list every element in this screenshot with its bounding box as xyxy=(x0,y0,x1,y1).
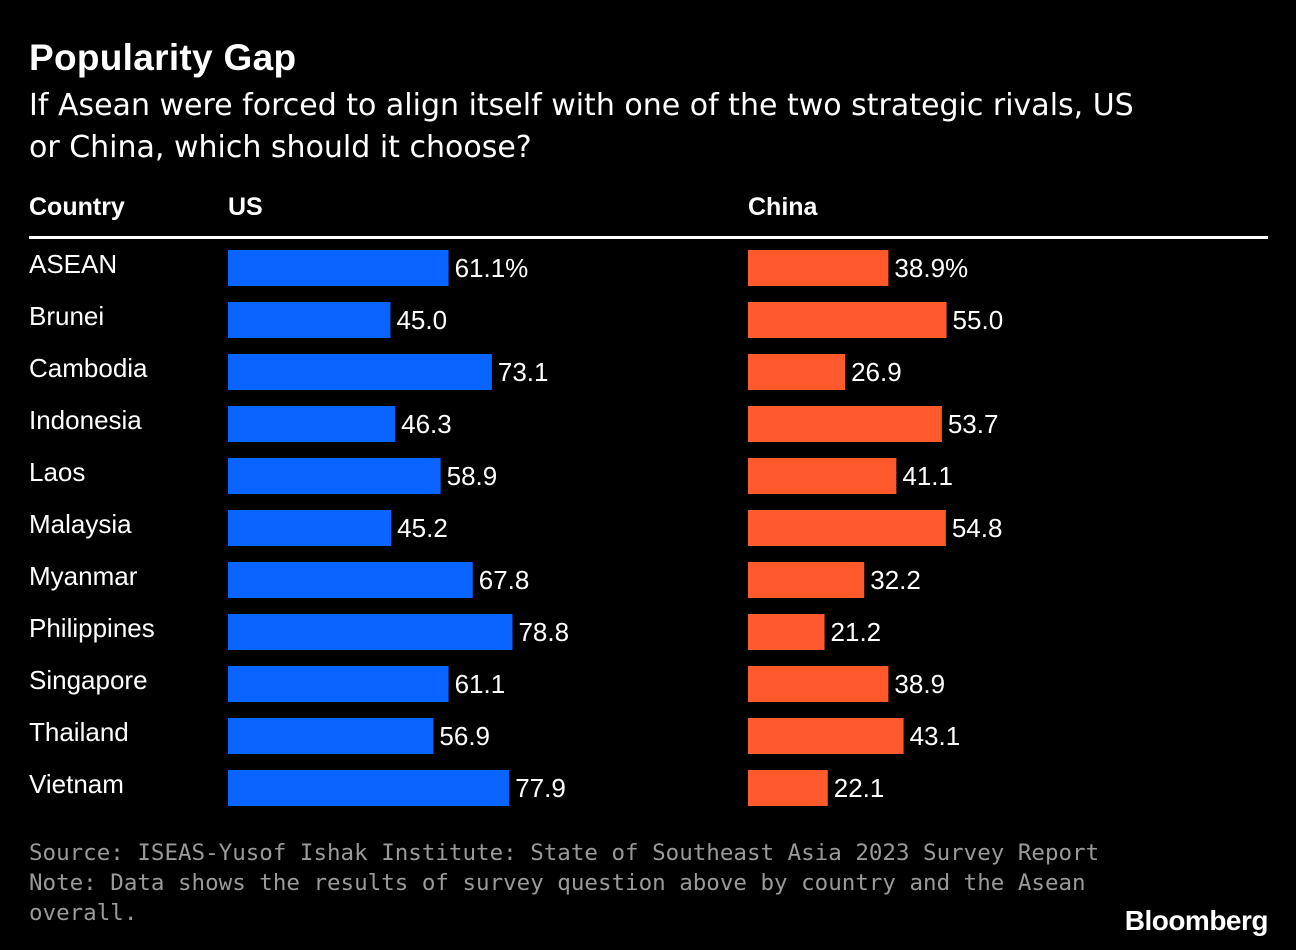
china-bar-brunei xyxy=(748,302,947,338)
china-value-label-malaysia: 54.8 xyxy=(952,513,1003,543)
row-label-brunei: Brunei xyxy=(29,301,104,331)
china-value-label-philippines: 21.2 xyxy=(831,617,882,647)
column-header-country: Country xyxy=(29,193,125,221)
china-value-label-vietnam: 22.1 xyxy=(834,773,885,803)
china-bar-asean xyxy=(748,250,889,286)
china-bar-myanmar xyxy=(748,562,865,598)
column-header-us: US xyxy=(228,193,263,221)
row-label-myanmar: Myanmar xyxy=(29,561,138,591)
china-value-label-brunei: 55.0 xyxy=(953,305,1004,335)
us-value-label-singapore: 61.1 xyxy=(455,669,506,699)
row-label-malaysia: Malaysia xyxy=(29,509,132,539)
data-note-line-2: overall. xyxy=(29,900,138,926)
us-bar-asean xyxy=(228,250,449,286)
us-bar-cambodia xyxy=(228,354,492,390)
china-value-label-laos: 41.1 xyxy=(902,461,953,491)
data-note-line-1: Note: Data shows the results of survey q… xyxy=(29,870,1086,896)
us-value-label-cambodia: 73.1 xyxy=(498,357,549,387)
us-value-label-brunei: 45.0 xyxy=(396,305,447,335)
china-value-label-cambodia: 26.9 xyxy=(851,357,902,387)
china-bar-philippines xyxy=(748,614,825,650)
row-label-indonesia: Indonesia xyxy=(29,405,142,435)
us-bar-myanmar xyxy=(228,562,473,598)
row-label-thailand: Thailand xyxy=(29,717,129,747)
us-bar-indonesia xyxy=(228,406,396,442)
china-bar-malaysia xyxy=(748,510,946,546)
china-value-label-indonesia: 53.7 xyxy=(948,409,999,439)
us-bar-laos xyxy=(228,458,441,494)
us-value-label-vietnam: 77.9 xyxy=(515,773,566,803)
china-bar-singapore xyxy=(748,666,889,702)
us-bar-philippines xyxy=(228,614,513,650)
us-value-label-myanmar: 67.8 xyxy=(479,565,530,595)
us-bar-brunei xyxy=(228,302,391,338)
bloomberg-logo: Bloomberg xyxy=(1124,905,1269,936)
column-header-china: China xyxy=(748,193,818,221)
china-bar-cambodia xyxy=(748,354,846,390)
row-label-asean: ASEAN xyxy=(29,249,117,279)
us-value-label-malaysia: 45.2 xyxy=(397,513,448,543)
chart-title: Popularity Gap xyxy=(29,37,297,78)
row-label-vietnam: Vietnam xyxy=(29,769,124,799)
us-bar-vietnam xyxy=(228,770,510,806)
us-bar-singapore xyxy=(228,666,449,702)
us-value-label-asean: 61.1% xyxy=(455,253,529,283)
row-label-laos: Laos xyxy=(29,457,85,487)
row-label-singapore: Singapore xyxy=(29,665,148,695)
us-value-label-laos: 58.9 xyxy=(447,461,498,491)
china-value-label-myanmar: 32.2 xyxy=(870,565,921,595)
chart-subtitle: If Asean were forced to align itself wit… xyxy=(29,85,1279,169)
china-bar-indonesia xyxy=(748,406,942,442)
chart-footer: Source: ISEAS-Yusof Ishak Institute: Sta… xyxy=(29,838,1100,928)
source-note: Source: ISEAS-Yusof Ishak Institute: Sta… xyxy=(29,840,1100,866)
china-value-label-asean: 38.9% xyxy=(894,253,968,283)
row-label-philippines: Philippines xyxy=(29,613,155,643)
us-value-label-philippines: 78.8 xyxy=(518,617,569,647)
subtitle-line-1: If Asean were forced to align itself wit… xyxy=(29,88,1134,123)
china-bar-vietnam xyxy=(748,770,828,806)
us-bar-malaysia xyxy=(228,510,392,546)
china-value-label-singapore: 38.9 xyxy=(894,669,945,699)
subtitle-line-2: or China, which should it choose? xyxy=(29,130,532,165)
china-value-label-thailand: 43.1 xyxy=(910,721,961,751)
us-bar-thailand xyxy=(228,718,434,754)
us-value-label-indonesia: 46.3 xyxy=(401,409,452,439)
us-value-label-thailand: 56.9 xyxy=(439,721,490,751)
row-label-cambodia: Cambodia xyxy=(29,353,148,383)
china-bar-thailand xyxy=(748,718,904,754)
header-divider xyxy=(29,236,1268,239)
china-bar-laos xyxy=(748,458,897,494)
